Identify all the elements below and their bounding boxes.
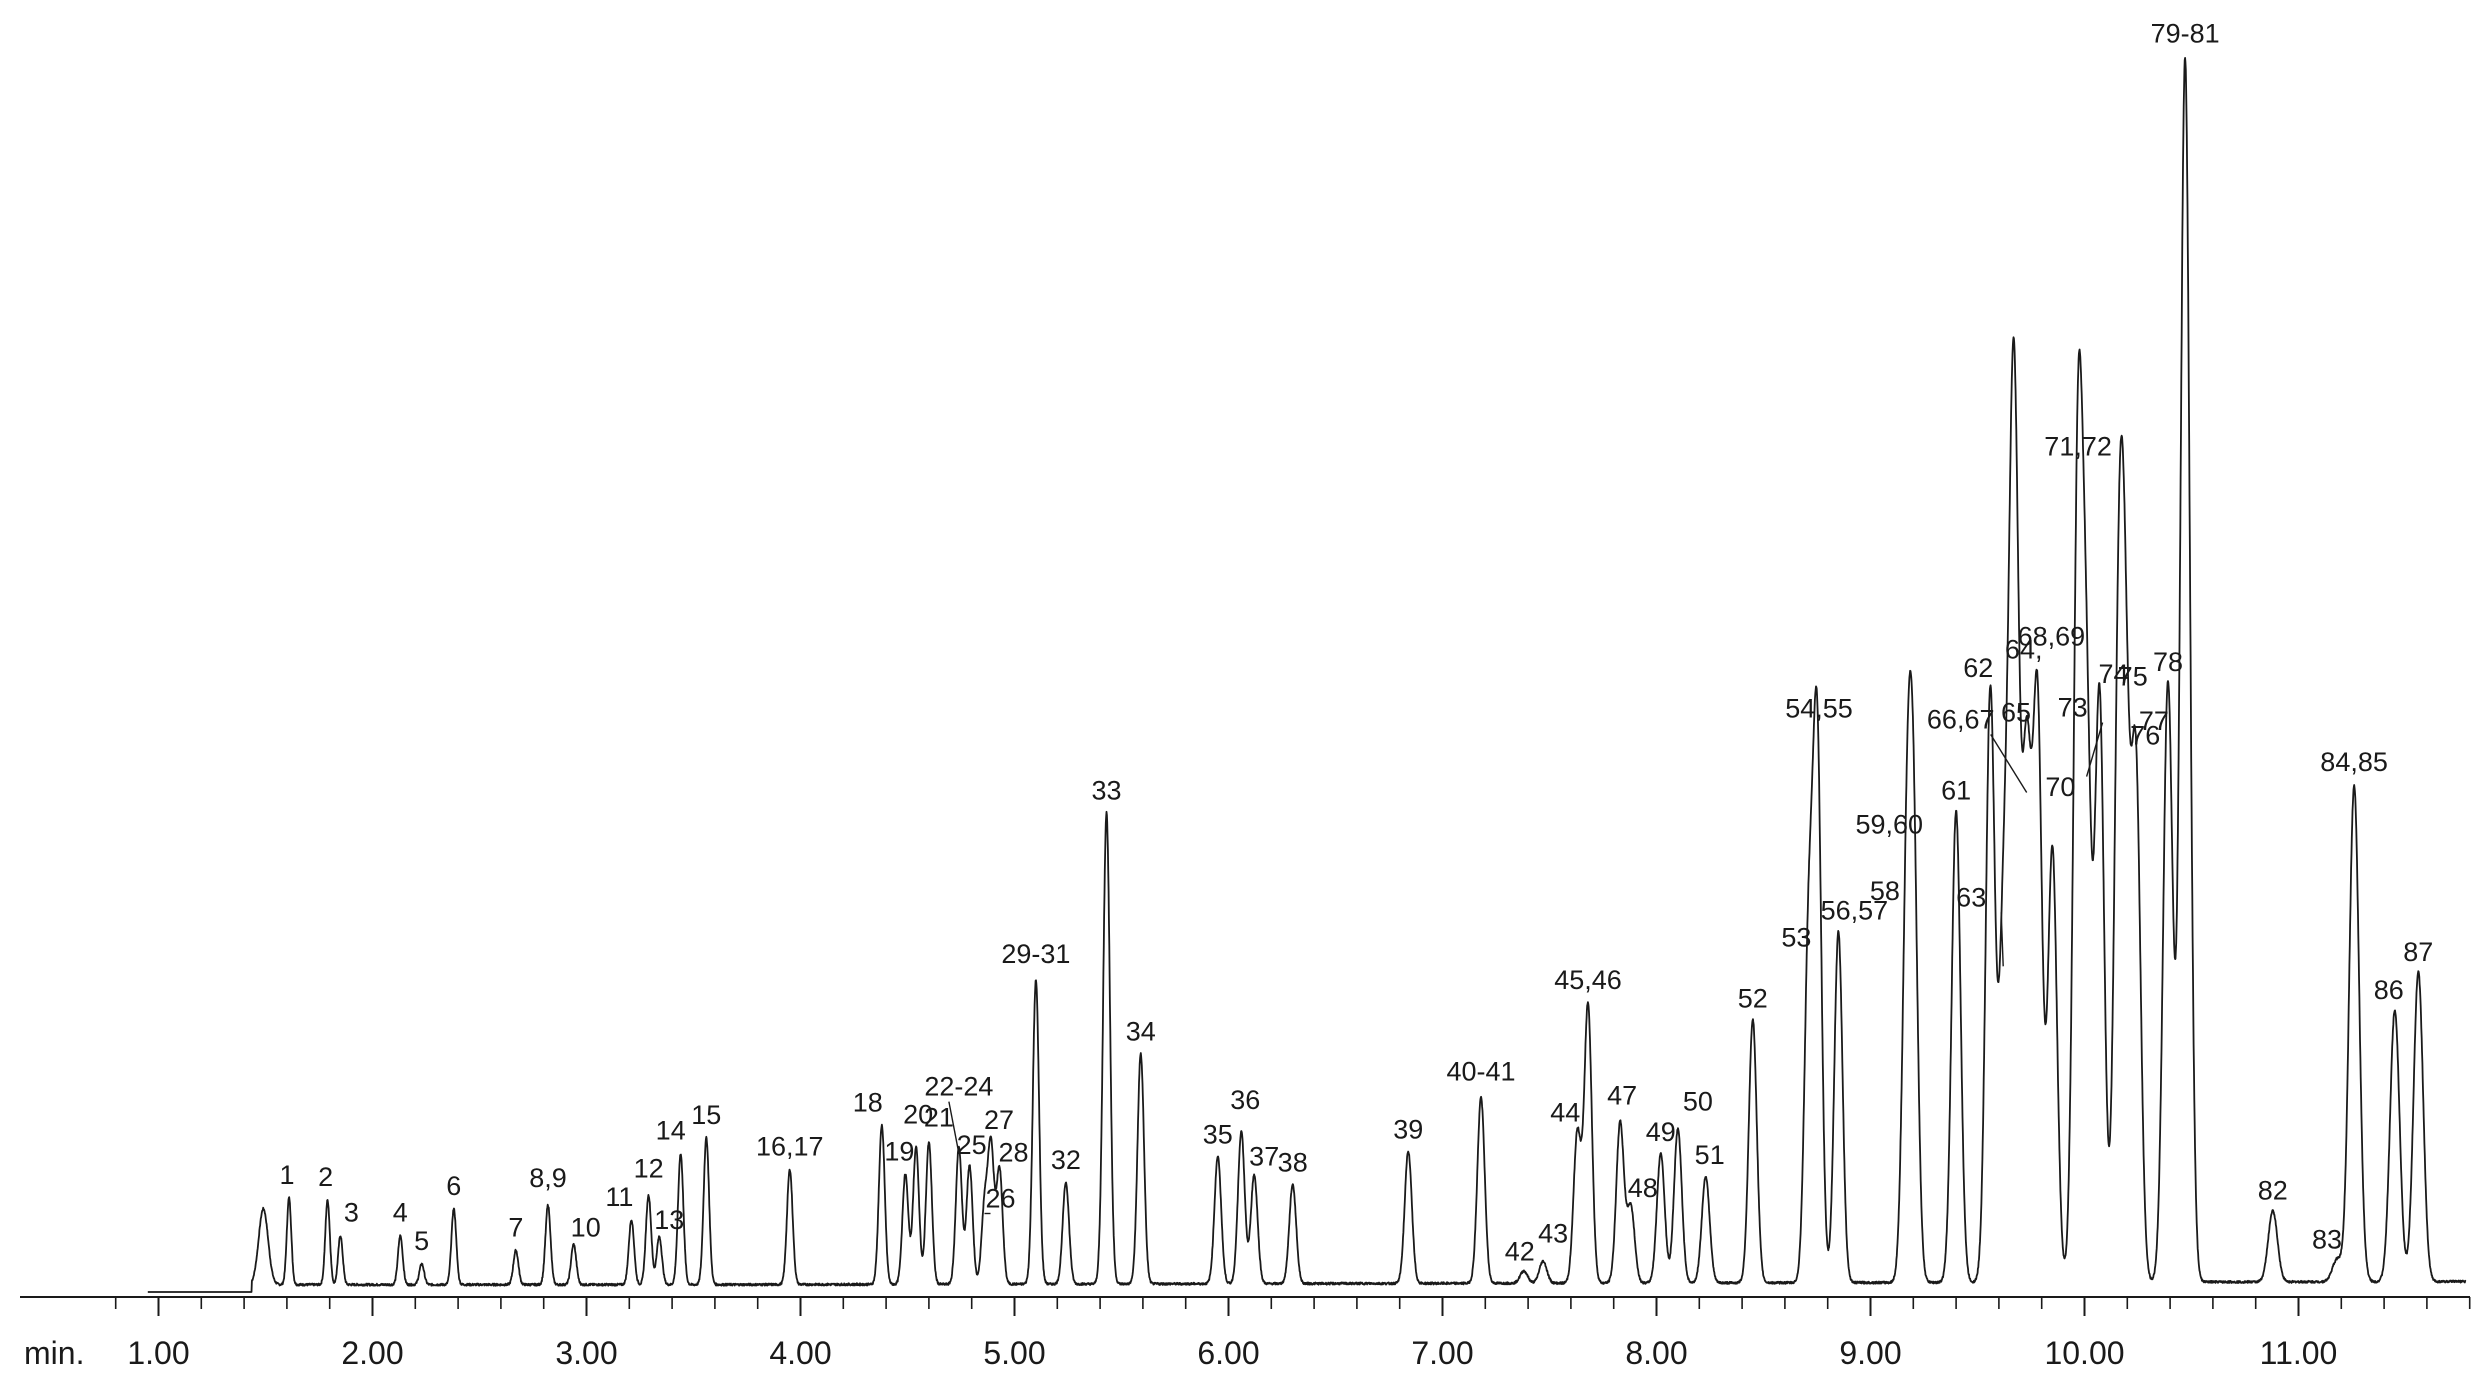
peak-label: 32 bbox=[1051, 1145, 1081, 1175]
peak-label: 64, bbox=[2005, 634, 2043, 664]
peak-label: 13 bbox=[654, 1205, 684, 1235]
peak-label: 70 bbox=[2045, 772, 2075, 802]
peak-label: 66,67 bbox=[1927, 705, 1995, 735]
peak-label: 21 bbox=[924, 1103, 954, 1133]
peak-label: 2 bbox=[318, 1162, 333, 1192]
peak-label: 83 bbox=[2312, 1225, 2342, 1255]
peak-label: 51 bbox=[1695, 1140, 1725, 1170]
peak-label: 7 bbox=[508, 1212, 523, 1242]
x-tick-label: 4.00 bbox=[769, 1335, 831, 1371]
peak-label: 53 bbox=[1781, 922, 1811, 952]
peak-label: 6 bbox=[446, 1171, 461, 1201]
peak-label: 65 bbox=[2001, 698, 2031, 728]
peak-label: 33 bbox=[1091, 775, 1121, 805]
x-tick-label: 5.00 bbox=[983, 1335, 1045, 1371]
peak-label: 27 bbox=[984, 1105, 1014, 1135]
peak-label: 38 bbox=[1278, 1148, 1308, 1178]
peak-label: 45,46 bbox=[1554, 965, 1622, 995]
peak-label: 4 bbox=[393, 1198, 408, 1228]
peak-label: 15 bbox=[691, 1100, 721, 1130]
peak-label: 61 bbox=[1941, 775, 1971, 805]
peak-label: 14 bbox=[656, 1116, 686, 1146]
x-tick-label: 8.00 bbox=[1625, 1335, 1687, 1371]
peak-label: 12 bbox=[634, 1153, 664, 1183]
x-axis-tick-labels: 1.00 2.00 3.00 4.00 5.00 6.00 7.00 8.00 9.00 10.0… bbox=[127, 1335, 2337, 1371]
peak-label: 63 bbox=[1956, 882, 1986, 912]
peak-label: 47 bbox=[1607, 1080, 1637, 1110]
peak-leader-line bbox=[2085, 722, 2104, 777]
peak-label: 26 bbox=[985, 1184, 1015, 1214]
peak-label: 78 bbox=[2153, 647, 2183, 677]
x-tick-label: 3.00 bbox=[555, 1335, 617, 1371]
x-tick-label: 1.00 bbox=[127, 1335, 189, 1371]
peak-label: 5 bbox=[414, 1226, 429, 1256]
peak-label: 52 bbox=[1738, 984, 1768, 1014]
x-tick-label: 9.00 bbox=[1839, 1335, 1901, 1371]
peak-label: 29-31 bbox=[1001, 939, 1070, 969]
peak-label: 82 bbox=[2258, 1176, 2288, 1206]
chromatogram-trace bbox=[147, 57, 2467, 1293]
peak-label: 20 bbox=[903, 1100, 933, 1130]
peak-label: 76 bbox=[2130, 721, 2160, 751]
x-tick-label: 2.00 bbox=[341, 1335, 403, 1371]
peak-label: 75 bbox=[2118, 662, 2148, 692]
peak-leader-line bbox=[1990, 734, 2028, 793]
peak-label: 28 bbox=[998, 1138, 1028, 1168]
peak-label: 25 bbox=[957, 1130, 987, 1160]
peak-leader-line bbox=[2000, 912, 2004, 967]
peak-label: 36 bbox=[1230, 1085, 1260, 1115]
peak-label: 74 bbox=[2098, 659, 2128, 689]
peak-label: 35 bbox=[1203, 1119, 1233, 1149]
peak-label: 49 bbox=[1646, 1117, 1676, 1147]
peak-label: 19 bbox=[884, 1137, 914, 1167]
peak-label: 48 bbox=[1628, 1173, 1658, 1203]
peak-label: 77 bbox=[2139, 706, 2169, 736]
peak-labels: 1 23 45678,910111213141516,171819202122-24… bbox=[279, 19, 2433, 1267]
peak-label: 44 bbox=[1550, 1097, 1580, 1127]
peak-label: 34 bbox=[1126, 1017, 1156, 1047]
peak-label: 50 bbox=[1683, 1086, 1713, 1116]
peak-label: 22-24 bbox=[924, 1072, 993, 1102]
peak-label: 10 bbox=[571, 1212, 601, 1242]
peak-label: 8,9 bbox=[529, 1163, 567, 1193]
peak-label: 54,55 bbox=[1785, 693, 1853, 723]
peak-label: 73 bbox=[2058, 693, 2088, 723]
peak-label: 59,60 bbox=[1856, 809, 1924, 839]
peak-label: 43 bbox=[1538, 1219, 1568, 1249]
peak-label: 3 bbox=[344, 1198, 359, 1228]
peak-label: 16,17 bbox=[756, 1132, 824, 1162]
peak-label: 40-41 bbox=[1446, 1057, 1515, 1087]
peak-label: 39 bbox=[1393, 1115, 1423, 1145]
peak-label: 56,57 bbox=[1821, 895, 1889, 925]
x-axis-ticks bbox=[114, 1297, 2471, 1316]
peak-label: 79-81 bbox=[2151, 19, 2220, 49]
peak-label: 58 bbox=[1870, 876, 1900, 906]
x-tick-label: 7.00 bbox=[1411, 1335, 1473, 1371]
peak-label: 87 bbox=[2403, 937, 2433, 967]
peak-label: 42 bbox=[1505, 1236, 1535, 1266]
peak-label: 71,72 bbox=[2044, 432, 2112, 462]
peak-label: 62 bbox=[1963, 653, 1993, 683]
x-tick-label: 11.00 bbox=[2260, 1335, 2338, 1371]
peak-label: 86 bbox=[2374, 975, 2404, 1005]
peak-label: 68,69 bbox=[2018, 621, 2086, 651]
x-tick-label: 6.00 bbox=[1197, 1335, 1259, 1371]
x-axis-label: min. bbox=[24, 1335, 84, 1371]
x-tick-label: 10.00 bbox=[2044, 1335, 2124, 1371]
peak-leader-line bbox=[948, 1101, 960, 1154]
peak-label: 37 bbox=[1249, 1142, 1279, 1172]
peak-leader-lines bbox=[948, 722, 2104, 1215]
peak-label: 84,85 bbox=[2320, 747, 2388, 777]
peak-label: 1 bbox=[279, 1160, 294, 1190]
peak-label: 11 bbox=[605, 1182, 633, 1212]
peak-label: 18 bbox=[853, 1088, 883, 1118]
